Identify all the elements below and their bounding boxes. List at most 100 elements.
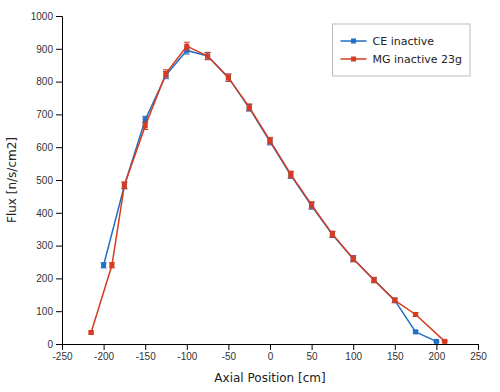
tick: 50 [307, 344, 319, 362]
error-bar [371, 277, 377, 282]
marker [226, 75, 231, 80]
tick-mark [56, 147, 62, 148]
error-bar [392, 298, 398, 303]
tick-label: 300 [36, 240, 53, 251]
y-axis-title: Flux [n/s/cm2] [5, 137, 19, 223]
tick-mark [56, 49, 62, 50]
legend-label: MG inactive 23g [373, 53, 462, 66]
tick-label: 200 [429, 351, 446, 362]
tick-label: 100 [36, 306, 53, 317]
tick-mark [187, 344, 188, 350]
x-axis: -250 -200 -150 -100 -50 0 50 100 150 200 250 [52, 344, 487, 362]
marker [247, 105, 252, 110]
tick-label: 400 [36, 208, 53, 219]
tick: 250 [470, 344, 487, 362]
tick-label: 1000 [31, 11, 54, 22]
marker [442, 339, 447, 344]
tick-mark [436, 344, 437, 350]
tick-label: 600 [36, 142, 53, 153]
marker [122, 183, 127, 188]
marker [309, 202, 314, 207]
tick: 200 [429, 344, 446, 362]
marker [268, 138, 273, 143]
tick: 600 [36, 142, 62, 153]
legend: CE inactive MG inactive 23g [333, 24, 470, 76]
tick-label: 800 [36, 76, 53, 87]
tick-mark [56, 16, 62, 17]
error-bar [309, 202, 315, 209]
marker [372, 278, 377, 283]
legend-label: CE inactive [373, 35, 435, 48]
marker [164, 71, 169, 76]
error-bar [288, 171, 294, 178]
tick-mark [395, 344, 396, 350]
tick: -250 [52, 344, 72, 362]
marker [122, 183, 127, 188]
tick-mark [270, 344, 271, 350]
marker [288, 173, 293, 178]
tick-mark [56, 278, 62, 279]
tick: 0 [268, 344, 274, 362]
marker [288, 172, 293, 177]
error-bar [371, 277, 377, 282]
error-bar [121, 182, 127, 189]
tick-label: -250 [52, 351, 72, 362]
marker [372, 278, 377, 283]
error-bar [329, 231, 335, 237]
error-bar [350, 256, 356, 262]
marker [226, 75, 231, 80]
tick: 700 [36, 109, 62, 120]
marker [351, 256, 356, 261]
marker [330, 232, 335, 237]
line [91, 46, 445, 341]
error-bar [246, 104, 252, 111]
tick: 150 [387, 344, 404, 362]
legend-swatch-marker [351, 57, 356, 62]
series [88, 42, 448, 344]
tick-mark [104, 344, 105, 350]
tick: 1000 [31, 11, 62, 22]
error-bar [101, 263, 107, 268]
tick-label: 0 [268, 351, 274, 362]
tick-label: 500 [36, 175, 53, 186]
tick: -100 [177, 344, 197, 362]
marker [205, 54, 210, 59]
error-bar [109, 263, 115, 268]
marker [392, 298, 397, 303]
tick-mark [56, 82, 62, 83]
marker [434, 339, 439, 344]
tick-mark [56, 114, 62, 115]
tick-label: 150 [387, 351, 404, 362]
tick-label: -200 [94, 351, 114, 362]
marker [143, 123, 148, 128]
marker [205, 54, 210, 59]
tick-mark [145, 344, 146, 350]
legend-box [333, 24, 470, 76]
marker [184, 44, 189, 49]
tick-mark [56, 344, 62, 345]
legend-item: MG inactive 23g [341, 53, 462, 66]
tick: 400 [36, 208, 62, 219]
axis-domain [56, 17, 63, 345]
tick: -50 [222, 344, 237, 362]
marks [88, 42, 448, 344]
legend-swatch-marker [351, 39, 356, 44]
line [104, 50, 437, 341]
error-bar [392, 298, 398, 303]
error-bar [329, 231, 335, 237]
tick-mark [56, 213, 62, 214]
marker [109, 263, 114, 268]
marker [413, 329, 418, 334]
tick: 500 [36, 175, 62, 186]
tick-label: 100 [345, 351, 362, 362]
marker [247, 105, 252, 110]
marker [351, 256, 356, 261]
plot: -250 -200 -150 -100 -50 0 50 100 150 200 2500 100 20… [31, 11, 488, 362]
tick-label: 900 [36, 44, 53, 55]
tick: -200 [94, 344, 114, 362]
marker [413, 312, 418, 317]
tick: -150 [136, 344, 156, 362]
tick-mark [56, 246, 62, 247]
tick-label: -50 [222, 351, 237, 362]
tick-label: 250 [470, 351, 487, 362]
